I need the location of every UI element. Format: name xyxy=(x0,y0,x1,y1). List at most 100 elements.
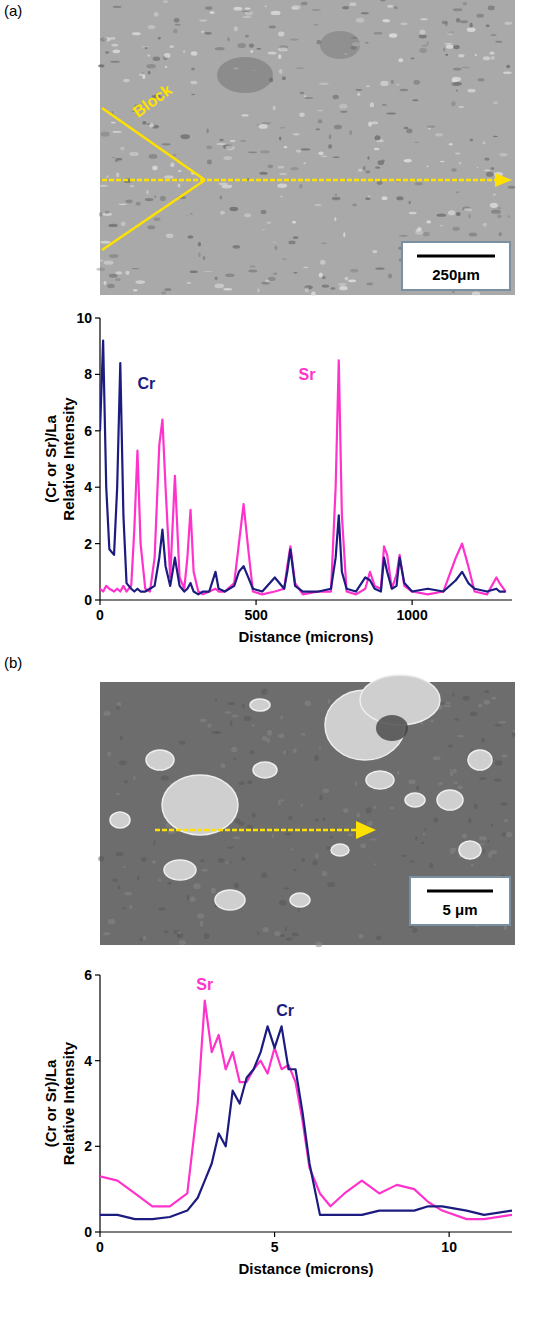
sem-texture xyxy=(386,112,396,114)
sem-texture xyxy=(215,277,218,280)
scale-label: 250μm xyxy=(432,266,480,283)
sem-texture xyxy=(165,66,168,68)
sem-texture xyxy=(282,76,286,80)
sem-texture xyxy=(348,280,356,283)
sem-texture xyxy=(278,54,281,59)
sem-texture xyxy=(484,690,489,693)
sem-texture xyxy=(237,43,245,48)
sem-texture xyxy=(400,89,409,91)
sem-texture xyxy=(296,67,304,68)
y-tick xyxy=(95,1231,100,1232)
sem-texture xyxy=(414,142,418,143)
series-line xyxy=(100,341,506,595)
sem-texture xyxy=(366,85,370,87)
series-label: Sr xyxy=(298,366,315,383)
sem-texture xyxy=(105,211,110,214)
sem-texture xyxy=(375,166,380,168)
sem-texture xyxy=(340,111,347,113)
sem-texture xyxy=(178,170,182,172)
sem-texture xyxy=(358,169,363,172)
sem-texture xyxy=(259,172,267,175)
sem-texture xyxy=(427,125,435,127)
sem-texture xyxy=(333,157,340,159)
sem-texture xyxy=(322,788,329,793)
particle xyxy=(250,699,270,711)
sem-texture xyxy=(349,2,356,6)
sem-texture xyxy=(335,194,338,196)
series-line xyxy=(100,360,506,594)
scale-bar xyxy=(417,255,495,258)
sem-texture xyxy=(216,143,226,145)
sem-texture xyxy=(179,940,186,945)
sem-texture xyxy=(214,284,224,289)
sem-texture xyxy=(286,938,293,941)
sem-texture xyxy=(339,104,347,109)
sem-texture xyxy=(272,834,274,838)
sem-texture xyxy=(420,18,428,20)
sem-texture xyxy=(483,223,488,227)
sem-texture xyxy=(406,129,412,134)
sem-texture xyxy=(408,159,411,160)
x-tick xyxy=(255,600,256,605)
sem-texture xyxy=(100,241,110,244)
sem-texture xyxy=(204,32,211,35)
sem-texture xyxy=(110,61,120,63)
sem-texture xyxy=(205,6,212,10)
sem-texture xyxy=(464,208,472,211)
sem-texture xyxy=(453,45,459,49)
annotation: Block xyxy=(130,81,175,120)
sem-texture xyxy=(304,97,313,99)
sem-texture xyxy=(447,745,453,748)
sem-texture xyxy=(301,2,308,6)
sem-texture xyxy=(421,842,425,844)
sem-texture xyxy=(442,20,448,24)
sem-texture xyxy=(293,748,297,753)
sem-texture xyxy=(374,148,380,151)
sem-texture xyxy=(186,215,188,216)
sem-texture xyxy=(113,49,121,53)
sem-texture xyxy=(472,291,480,295)
sem-texture xyxy=(118,204,127,206)
sem-texture xyxy=(401,855,407,857)
x-axis-title: Distance (microns) xyxy=(238,628,373,645)
sem-texture xyxy=(411,58,415,60)
sem-texture xyxy=(319,795,322,800)
sem-texture xyxy=(450,851,455,854)
sem-texture xyxy=(161,775,169,780)
sem-texture xyxy=(419,48,427,53)
sem-texture xyxy=(277,184,287,188)
sem-texture xyxy=(282,258,287,260)
sem-texture xyxy=(329,134,332,139)
sem-texture xyxy=(458,54,464,57)
sem-texture xyxy=(419,35,427,39)
sem-texture xyxy=(314,24,319,25)
sem-texture xyxy=(467,89,475,93)
sem-texture xyxy=(350,269,358,273)
sem-texture xyxy=(197,913,204,918)
sem-texture xyxy=(374,32,383,34)
sem-texture xyxy=(491,696,496,699)
sem-texture xyxy=(396,196,403,200)
sem-texture xyxy=(355,89,362,91)
sem-texture xyxy=(450,768,457,773)
sem-texture xyxy=(373,805,376,809)
sem-texture xyxy=(200,859,204,862)
sem-texture xyxy=(286,751,288,755)
sem-texture xyxy=(478,704,483,708)
sem-texture xyxy=(225,711,232,713)
sem-texture xyxy=(290,167,298,170)
y-tick-label: 2 xyxy=(84,1138,92,1154)
sem-texture xyxy=(423,232,430,237)
sem-texture xyxy=(153,166,158,171)
sem-texture xyxy=(375,135,381,140)
sem-texture xyxy=(132,32,141,35)
sem-texture xyxy=(334,217,336,221)
sem-texture xyxy=(96,268,105,271)
sem-texture xyxy=(119,760,127,765)
sem-texture xyxy=(409,201,411,205)
sem-texture xyxy=(461,67,470,68)
sem-texture xyxy=(280,934,285,937)
sem-texture xyxy=(173,29,177,34)
sem-texture xyxy=(267,730,272,736)
y-axis-title: (Cr or Sr)/La xyxy=(42,415,59,503)
